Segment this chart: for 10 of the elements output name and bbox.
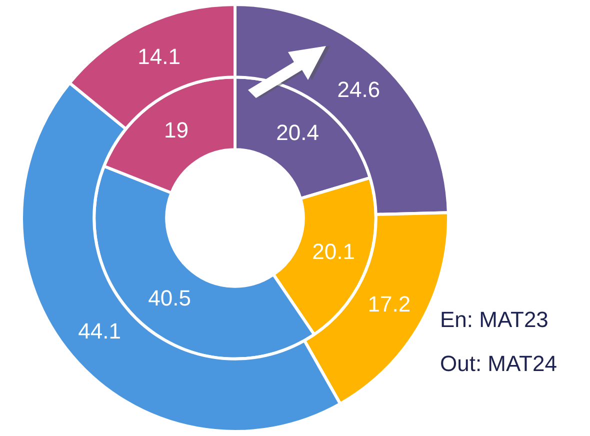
- data-label: 20.1: [312, 239, 355, 264]
- text: Out: MAT24: [440, 350, 557, 378]
- data-label: 19: [164, 118, 188, 143]
- data-label: 44.1: [78, 318, 121, 344]
- data-label: 40.5: [148, 286, 192, 311]
- data-label: 20.4: [276, 120, 319, 146]
- data-label: 24.6: [337, 77, 380, 102]
- data-label: 14.1: [138, 44, 180, 69]
- data-label: 17.2: [368, 291, 411, 316]
- text: En: MAT23: [440, 306, 550, 334]
